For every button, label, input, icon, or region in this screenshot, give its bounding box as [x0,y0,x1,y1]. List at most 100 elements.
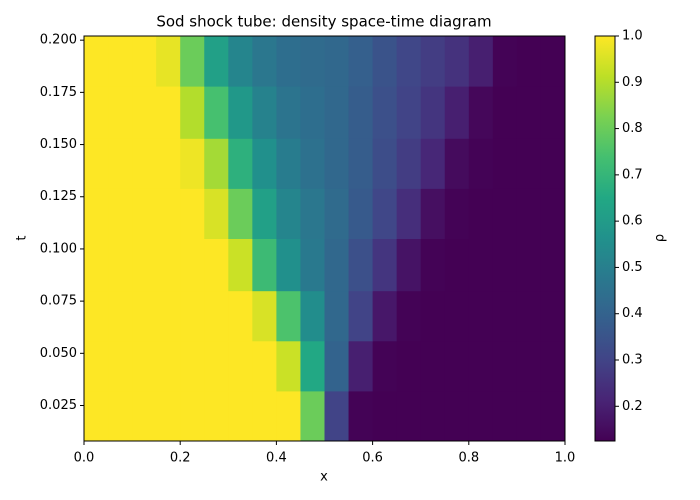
heatmap-cell [324,36,350,87]
heatmap-cell [468,390,494,442]
heatmap-cell [396,390,422,442]
heatmap-cell [300,36,325,87]
heatmap-cell [156,188,181,239]
heatmap-cell [468,86,494,139]
heatmap-cell [108,36,133,87]
heatmap-cell [276,36,301,87]
heatmap-cell [252,188,277,239]
heatmap-cell [228,86,253,139]
heatmap-cell [156,290,181,342]
heatmap-cell [108,138,133,189]
heatmap-cell [324,290,350,342]
heatmap-cell [276,86,301,139]
x-tick-label: 0.6 [362,451,383,466]
heatmap-cell [492,238,518,292]
heatmap-cell [372,138,398,189]
heatmap-cell [540,340,566,392]
heatmap-cell [180,138,205,189]
heatmap-cell [252,36,277,87]
y-axis-label: t [15,235,30,240]
heatmap-cell [324,138,350,189]
heatmap-cell [492,290,518,342]
heatmap-cell [108,290,133,342]
heatmap-cell [228,390,253,442]
heatmap-cell [420,188,446,239]
heatmap-cell [396,86,422,139]
heatmap-cell [228,188,253,239]
heatmap-cell [252,138,277,189]
heatmap-cell [108,340,133,392]
heatmap-cell [84,390,109,442]
x-tick-label: 0.0 [74,451,95,466]
heatmap-cell [276,238,301,292]
heatmap-cell [156,390,181,442]
y-tick-label: 0.125 [40,189,77,204]
heatmap-cell [132,188,157,239]
heatmap-cell [348,138,374,189]
y-tick-label: 0.050 [40,346,77,361]
heatmap-cell [204,36,229,87]
heatmap-cell [228,36,253,87]
heatmap-cell [300,390,325,442]
heatmap-cell [324,390,350,442]
heatmap-cell [204,238,229,292]
heatmap-cell [108,86,133,139]
heatmap-cell [204,340,229,392]
heatmap-cell [156,86,181,139]
heatmap-cell [420,290,446,342]
heatmap-cell [396,340,422,392]
heatmap-cell [516,36,542,87]
heatmap-cell [204,188,229,239]
heatmap-cell [492,390,518,442]
heatmap-cell [180,86,205,139]
heatmap-cell [372,290,398,342]
heatmap-cell [444,390,470,442]
heatmap-cell [132,340,157,392]
chart-title: Sod shock tube: density space-time diagr… [156,13,491,31]
heatmap-cell [420,390,446,442]
y-tick-label: 0.200 [40,33,77,48]
x-tick-label: 0.4 [266,451,287,466]
colorbar-tick-label: 0.9 [622,75,643,90]
heatmap-cell [372,86,398,139]
heatmap-cell [468,290,494,342]
heatmap-cell [324,188,350,239]
colorbar-label: ρ [653,234,668,242]
heatmap-cell [132,238,157,292]
heatmap-cell [444,188,470,239]
heatmap-cell [540,238,566,292]
heatmap-cell [492,340,518,392]
heatmap-cell [468,138,494,189]
heatmap-cell [180,238,205,292]
heatmap-cell [84,36,109,87]
heatmap-cell [540,36,566,87]
heatmap-cell [420,340,446,392]
heatmap-cell [108,238,133,292]
heatmap-cell [516,238,542,292]
heatmap-cell [84,290,109,342]
heatmap-cell [228,138,253,189]
heatmap-cell [372,188,398,239]
heatmap-cell [84,138,109,189]
heatmap-cell [540,188,566,239]
heatmap-cell [84,238,109,292]
heatmap-cell [420,86,446,139]
y-tick-label: 0.175 [40,85,77,100]
heatmap-cell [540,390,566,442]
colorbar-tick-label: 1.0 [622,29,643,44]
heatmap-cell [372,238,398,292]
heatmap-cell [372,36,398,87]
heatmap-cell [324,86,350,139]
heatmap-cell [252,86,277,139]
heatmap-cell [276,188,301,239]
colorbar-tick-label: 0.5 [622,260,643,275]
heatmap-cell [468,340,494,392]
heatmap-cell [444,138,470,189]
colorbar-tick-label: 0.7 [622,167,643,182]
heatmap-cell [516,138,542,189]
colorbar [594,35,616,442]
heatmap-cell [516,188,542,239]
colorbar-tick-label: 0.8 [622,121,643,136]
heatmap-cell [492,86,518,139]
